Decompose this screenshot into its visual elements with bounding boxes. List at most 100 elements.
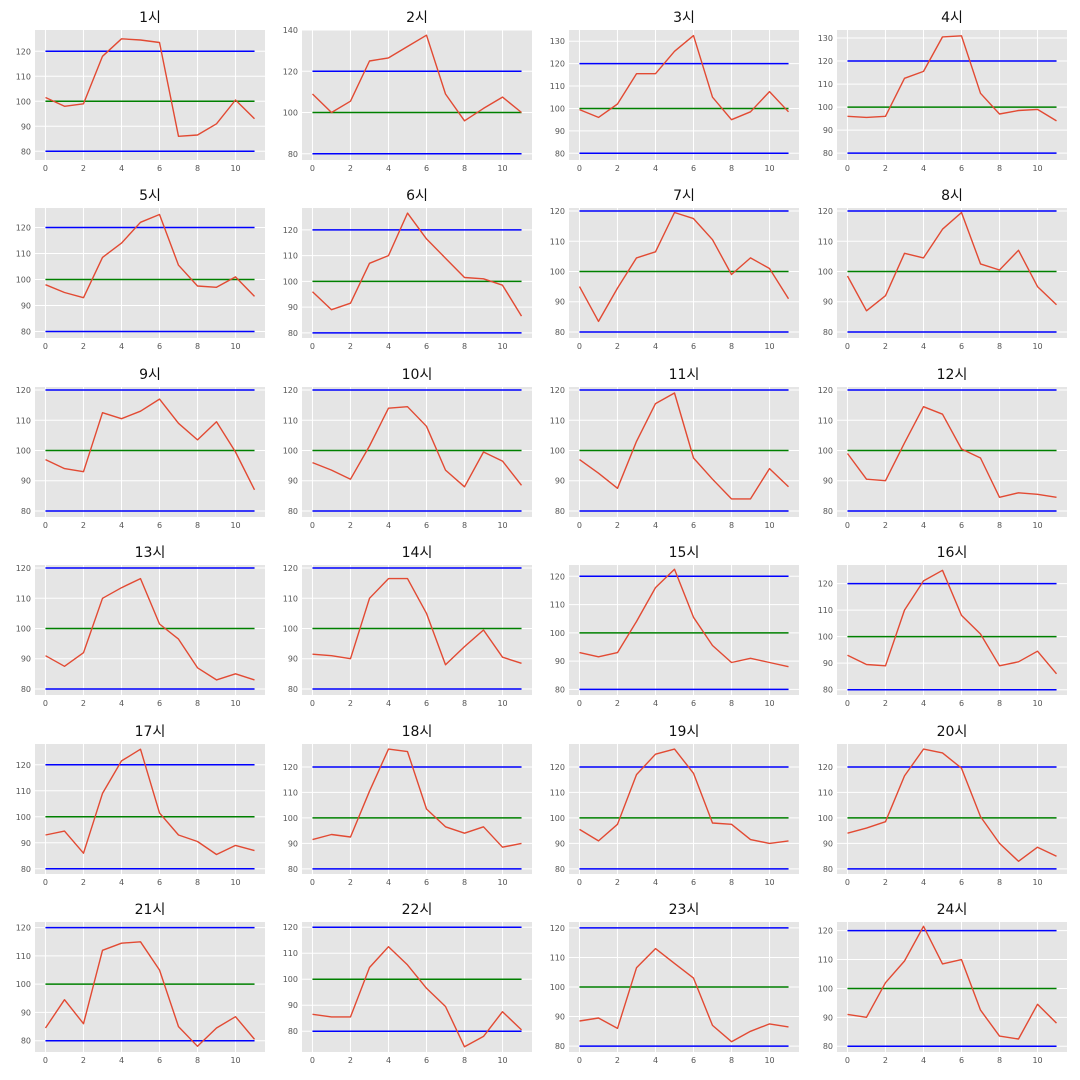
y-tick-label: 100 bbox=[818, 103, 833, 112]
x-tick-label: 0 bbox=[845, 1056, 850, 1065]
x-tick-label: 6 bbox=[691, 1056, 696, 1065]
subplot: 80 90 100 110 120 0 2 4 6 8 10 16시 bbox=[818, 545, 1067, 708]
x-tick-label: 10 bbox=[1032, 699, 1042, 708]
y-tick-label: 80 bbox=[288, 685, 298, 694]
plot-area bbox=[35, 922, 265, 1052]
x-tick-label: 0 bbox=[845, 878, 850, 887]
x-tick-label: 0 bbox=[845, 164, 850, 173]
x-tick-label: 2 bbox=[883, 521, 888, 530]
y-tick-label: 120 bbox=[818, 57, 833, 66]
x-tick-label: 4 bbox=[119, 878, 124, 887]
y-tick-label: 90 bbox=[21, 477, 31, 486]
x-tick-label: 8 bbox=[729, 878, 734, 887]
y-tick-label: 110 bbox=[283, 594, 298, 603]
plot-area bbox=[35, 744, 265, 874]
x-tick-label: 8 bbox=[195, 1056, 200, 1065]
x-tick-label: 4 bbox=[119, 1056, 124, 1065]
y-tick-label: 100 bbox=[818, 446, 833, 455]
x-tick-label: 10 bbox=[497, 1056, 507, 1065]
x-tick-label: 6 bbox=[424, 521, 429, 530]
plot-area bbox=[35, 565, 265, 695]
y-tick-label: 110 bbox=[16, 594, 31, 603]
subplot: 80 90 100 110 120 0 2 4 6 8 10 18시 bbox=[283, 724, 532, 887]
plot-area bbox=[569, 30, 799, 160]
series-line bbox=[312, 34, 522, 122]
subplot-title: 18시 bbox=[402, 724, 433, 740]
x-tick-label: 6 bbox=[691, 521, 696, 530]
x-tick-label: 2 bbox=[615, 342, 620, 351]
x-tick-label: 10 bbox=[230, 164, 240, 173]
x-tick-label: 2 bbox=[615, 878, 620, 887]
y-tick-label: 80 bbox=[288, 865, 298, 874]
x-tick-label: 6 bbox=[959, 164, 964, 173]
y-tick-label: 80 bbox=[21, 507, 31, 516]
plot-area bbox=[837, 208, 1067, 338]
y-tick-label: 90 bbox=[21, 839, 31, 848]
subplot-title: 23시 bbox=[669, 902, 700, 918]
plot-area bbox=[569, 565, 799, 695]
series-line bbox=[45, 38, 255, 138]
x-tick-label: 4 bbox=[386, 1056, 391, 1065]
x-tick-label: 10 bbox=[1032, 878, 1042, 887]
y-tick-label: 80 bbox=[555, 149, 565, 158]
x-tick-label: 0 bbox=[845, 521, 850, 530]
series-line bbox=[847, 748, 1057, 862]
y-tick-label: 80 bbox=[555, 685, 565, 694]
x-tick-label: 10 bbox=[764, 164, 774, 173]
y-tick-label: 120 bbox=[550, 60, 565, 69]
y-tick-label: 100 bbox=[550, 983, 565, 992]
x-tick-label: 8 bbox=[195, 342, 200, 351]
subplot: 80 90 100 110 120 0 2 4 6 8 10 8시 bbox=[818, 188, 1067, 351]
x-tick-label: 6 bbox=[959, 342, 964, 351]
subplot: 80 90 100 110 120 0 2 4 6 8 10 7시 bbox=[550, 188, 799, 351]
x-tick-label: 8 bbox=[997, 342, 1002, 351]
y-tick-label: 120 bbox=[16, 761, 31, 770]
y-tick-label: 80 bbox=[288, 150, 298, 159]
plot-area bbox=[569, 387, 799, 517]
x-tick-label: 10 bbox=[230, 878, 240, 887]
subplot-title: 8시 bbox=[941, 188, 963, 204]
x-tick-label: 2 bbox=[615, 521, 620, 530]
series-line bbox=[312, 406, 523, 488]
y-tick-label: 120 bbox=[283, 226, 298, 235]
y-tick-label: 90 bbox=[823, 1013, 833, 1022]
series-line bbox=[579, 748, 789, 845]
series-line bbox=[579, 947, 789, 1043]
y-tick-label: 110 bbox=[550, 788, 565, 797]
y-tick-label: 100 bbox=[818, 633, 833, 642]
y-tick-label: 90 bbox=[555, 1013, 565, 1022]
x-tick-label: 6 bbox=[691, 878, 696, 887]
x-tick-label: 10 bbox=[1032, 164, 1042, 173]
y-tick-label: 120 bbox=[16, 564, 31, 573]
x-tick-label: 0 bbox=[845, 699, 850, 708]
y-tick-label: 120 bbox=[818, 763, 833, 772]
x-tick-label: 4 bbox=[653, 878, 658, 887]
x-tick-label: 6 bbox=[157, 699, 162, 708]
x-tick-label: 4 bbox=[119, 521, 124, 530]
subplot: 80 90 100 110 120 0 2 4 6 8 10 1시 bbox=[16, 10, 265, 173]
x-tick-label: 2 bbox=[883, 342, 888, 351]
y-tick-label: 100 bbox=[16, 97, 31, 106]
y-tick-label: 90 bbox=[823, 298, 833, 307]
x-tick-label: 0 bbox=[310, 878, 315, 887]
y-tick-label: 90 bbox=[288, 1001, 298, 1010]
x-tick-label: 4 bbox=[653, 699, 658, 708]
x-tick-label: 10 bbox=[497, 699, 507, 708]
x-tick-label: 10 bbox=[764, 521, 774, 530]
y-tick-label: 120 bbox=[818, 580, 833, 589]
x-tick-label: 2 bbox=[615, 1056, 620, 1065]
subplot: 80 90 100 110 120 0 2 4 6 8 10 13시 bbox=[16, 545, 265, 708]
y-tick-label: 90 bbox=[288, 477, 298, 486]
y-tick-label: 100 bbox=[550, 446, 565, 455]
y-tick-label: 110 bbox=[16, 787, 31, 796]
x-tick-label: 6 bbox=[157, 521, 162, 530]
subplot-title: 9시 bbox=[139, 367, 161, 383]
subplot-title: 19시 bbox=[669, 724, 700, 740]
x-tick-label: 8 bbox=[997, 521, 1002, 530]
y-tick-label: 90 bbox=[288, 839, 298, 848]
y-tick-label: 110 bbox=[550, 601, 565, 610]
x-tick-label: 2 bbox=[348, 342, 353, 351]
plot-area bbox=[302, 565, 532, 695]
y-tick-label: 90 bbox=[288, 655, 298, 664]
x-tick-label: 2 bbox=[883, 699, 888, 708]
